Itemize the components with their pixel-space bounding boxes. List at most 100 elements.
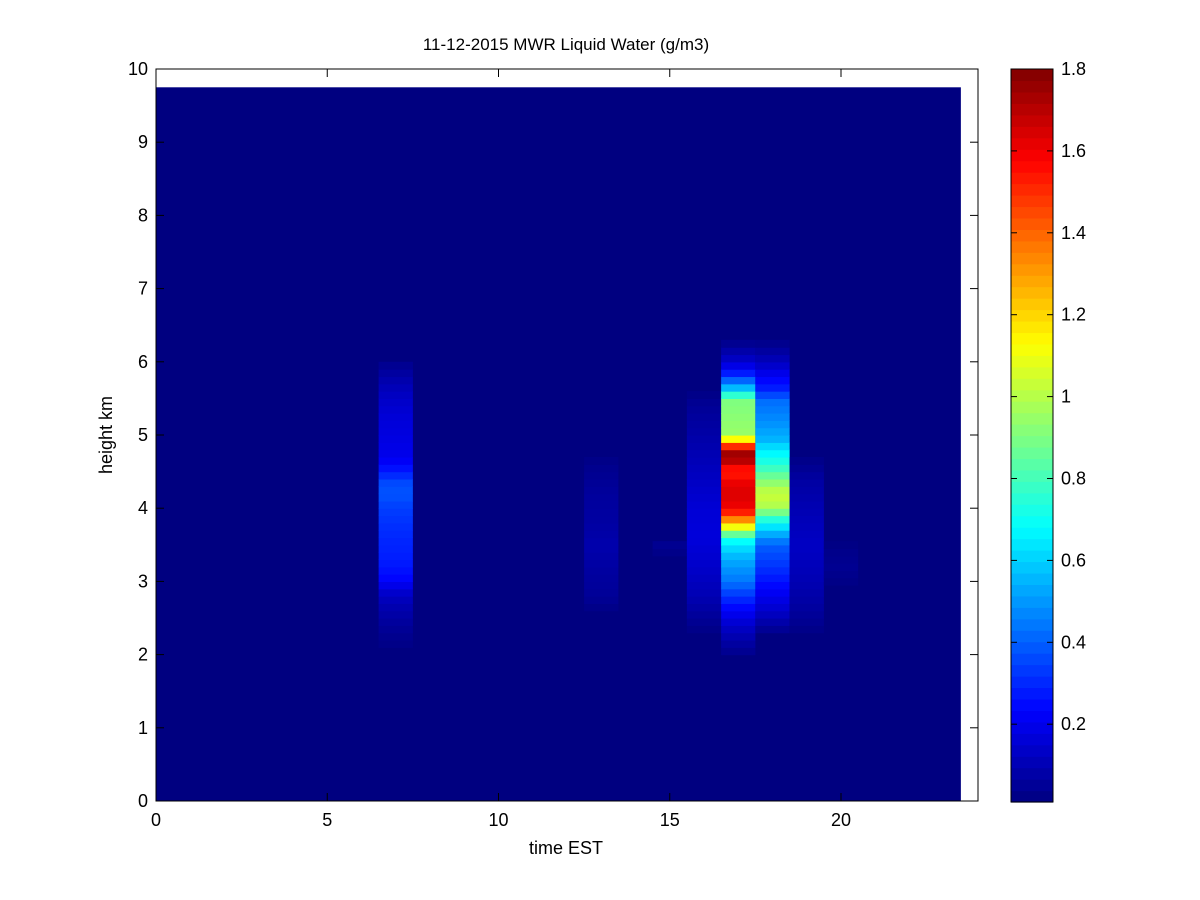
heatmap-cell bbox=[378, 456, 413, 465]
heatmap-cell bbox=[755, 515, 790, 524]
heatmap-cell bbox=[378, 478, 413, 487]
heatmap-cell bbox=[686, 610, 722, 619]
heatmap-cell bbox=[378, 398, 413, 407]
heatmap-cell bbox=[721, 398, 756, 407]
heatmap-cell bbox=[686, 618, 722, 626]
heatmap-cell bbox=[755, 449, 790, 458]
heatmap-cell bbox=[789, 610, 824, 619]
heatmap-cell bbox=[721, 632, 756, 641]
heatmap-cell bbox=[378, 405, 413, 414]
heatmap-cell bbox=[686, 515, 722, 524]
colorbar-segment bbox=[1011, 355, 1053, 368]
heatmap-cell bbox=[686, 544, 722, 553]
colorbar-segment bbox=[1011, 653, 1053, 666]
heatmap-cell bbox=[755, 391, 790, 399]
heatmap-cell bbox=[755, 376, 790, 385]
heatmap-cell bbox=[721, 559, 756, 568]
heatmap-cell bbox=[755, 500, 790, 509]
heatmap-cell bbox=[823, 577, 859, 586]
colorbar bbox=[1010, 68, 1054, 803]
colorbar-segment bbox=[1011, 458, 1053, 471]
heatmap-cell bbox=[721, 449, 756, 458]
heatmap-cell bbox=[755, 347, 790, 356]
heatmap-cell bbox=[686, 522, 722, 531]
heatmap-cell bbox=[721, 500, 756, 509]
heatmap-cell bbox=[378, 603, 413, 612]
heatmap-cell bbox=[789, 486, 824, 495]
heatmap-cell bbox=[755, 427, 790, 436]
colorbar-segment bbox=[1011, 492, 1053, 505]
heatmap-cell bbox=[686, 456, 722, 465]
heatmap-cell bbox=[378, 361, 413, 370]
colorbar-segment bbox=[1011, 343, 1053, 356]
heatmap-cell bbox=[378, 574, 413, 582]
heatmap-cell bbox=[721, 639, 756, 648]
heatmap-cell bbox=[378, 618, 413, 626]
heatmap-cell bbox=[721, 369, 756, 378]
colorbar-segment bbox=[1011, 630, 1053, 643]
heatmap-cell bbox=[755, 625, 790, 634]
heatmap-cell bbox=[721, 588, 756, 597]
heatmap-cell bbox=[584, 522, 619, 531]
colorbar-segment bbox=[1011, 366, 1053, 379]
heatmap-cell bbox=[823, 541, 859, 550]
colorbar-segment bbox=[1011, 320, 1053, 334]
heatmap-cell bbox=[755, 603, 790, 612]
heatmap-cell bbox=[378, 530, 413, 539]
heatmap-cell bbox=[378, 588, 413, 597]
heatmap-cell bbox=[789, 552, 824, 561]
heatmap-cell bbox=[721, 566, 756, 575]
heatmap-cell bbox=[755, 596, 790, 604]
y-tick-label: 9 bbox=[138, 132, 148, 152]
heatmap-cell bbox=[755, 478, 790, 487]
heatmap-cell bbox=[721, 603, 756, 612]
heatmap-cell bbox=[755, 544, 790, 553]
heatmap-cell bbox=[721, 442, 756, 451]
heatmap-cell bbox=[721, 471, 756, 480]
heatmap-cell bbox=[755, 361, 790, 370]
heatmap-cell bbox=[721, 625, 756, 634]
heatmap-cell bbox=[755, 486, 790, 495]
heatmap-cell bbox=[789, 493, 824, 502]
colorbar-segment bbox=[1011, 69, 1053, 82]
heatmap-cell bbox=[755, 522, 790, 531]
heatmap-cell bbox=[378, 471, 413, 480]
heatmap-cell bbox=[378, 544, 413, 553]
heatmap-cell bbox=[721, 427, 756, 436]
colorbar-segment bbox=[1011, 160, 1053, 173]
heatmap-cell bbox=[721, 530, 756, 539]
heatmap-cell bbox=[721, 493, 756, 502]
heatmap-cell bbox=[584, 552, 619, 561]
heatmap-cell bbox=[686, 413, 722, 421]
heatmap-cell bbox=[378, 639, 413, 648]
heatmap-cell bbox=[584, 471, 619, 480]
heatmap-cell bbox=[378, 427, 413, 436]
heatmap-cell bbox=[789, 618, 824, 626]
heatmap-cell bbox=[584, 588, 619, 597]
colorbar-segment bbox=[1011, 618, 1053, 631]
colorbar-tick-label: 1.2 bbox=[1061, 305, 1086, 325]
heatmap-cell bbox=[378, 391, 413, 399]
heatmap-cell bbox=[686, 596, 722, 604]
heatmap-cell bbox=[378, 486, 413, 495]
heatmap-cell bbox=[686, 493, 722, 502]
x-axis-label: time EST bbox=[529, 838, 603, 858]
colorbar-segment bbox=[1011, 676, 1053, 689]
heatmap-cell bbox=[755, 581, 790, 590]
heatmap-cell bbox=[686, 500, 722, 509]
colorbar-segment bbox=[1011, 183, 1053, 196]
colorbar-tick-label: 0.8 bbox=[1061, 468, 1086, 488]
heatmap-cell bbox=[378, 559, 413, 568]
colorbar-tick-label: 1.4 bbox=[1061, 223, 1086, 243]
colorbar-segment bbox=[1011, 194, 1053, 208]
colorbar-segment bbox=[1011, 435, 1053, 448]
heatmap-cell bbox=[686, 405, 722, 414]
x-tick-label: 5 bbox=[322, 810, 332, 830]
heatmap-cell bbox=[652, 541, 687, 550]
heatmap-cell bbox=[686, 566, 722, 575]
heatmap-cell bbox=[721, 405, 756, 414]
heatmap-cell bbox=[378, 420, 413, 429]
heatmap-cell bbox=[755, 574, 790, 582]
heatmap-cell bbox=[378, 383, 413, 392]
